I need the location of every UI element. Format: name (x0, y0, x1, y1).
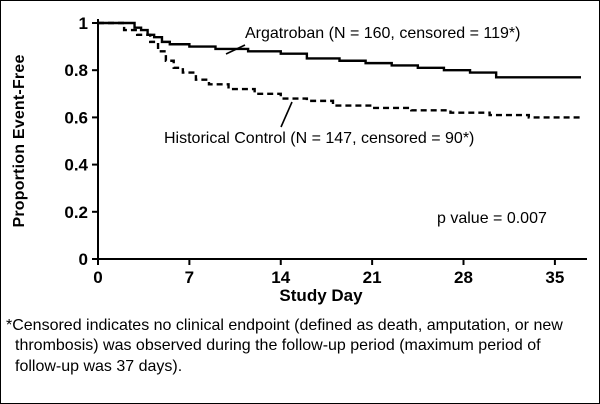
x-tick-label: 14 (271, 268, 290, 287)
y-tick-label: 1 (79, 14, 88, 33)
x-tick-label: 7 (185, 268, 194, 287)
historical-control-callout-line (280, 101, 293, 128)
y-tick-label: 0.4 (64, 156, 88, 175)
y-tick-label: 0.2 (64, 203, 88, 222)
y-tick-label: 0 (79, 250, 88, 269)
km-plot-canvas: 0 7 14 21 28 35 1 0.8 0.6 0.4 0.2 0 (64, 14, 587, 287)
p-value-annotation: p value = 0.007 (437, 210, 547, 227)
y-tick-label: 0.6 (64, 108, 88, 127)
y-axis-title: Proportion Event-Free (11, 54, 28, 228)
x-tick-label: 35 (545, 268, 564, 287)
x-tick-label: 21 (363, 268, 382, 287)
x-tick-label: 28 (454, 268, 473, 287)
series-curve-historical-control (98, 21, 581, 119)
y-tick-label: 0.8 (64, 61, 88, 80)
x-axis-title: Study Day (279, 286, 363, 305)
argatroban-callout-line (225, 44, 246, 55)
censored-footnote: *Censored indicates no clinical endpoint… (6, 317, 563, 375)
argatroban-series-label: Argatroban (N = 160, censored = 119*) (245, 25, 521, 42)
historical-control-series-label: Historical Control (N = 147, censored = … (164, 130, 475, 147)
x-tick-label: 0 (93, 268, 102, 287)
